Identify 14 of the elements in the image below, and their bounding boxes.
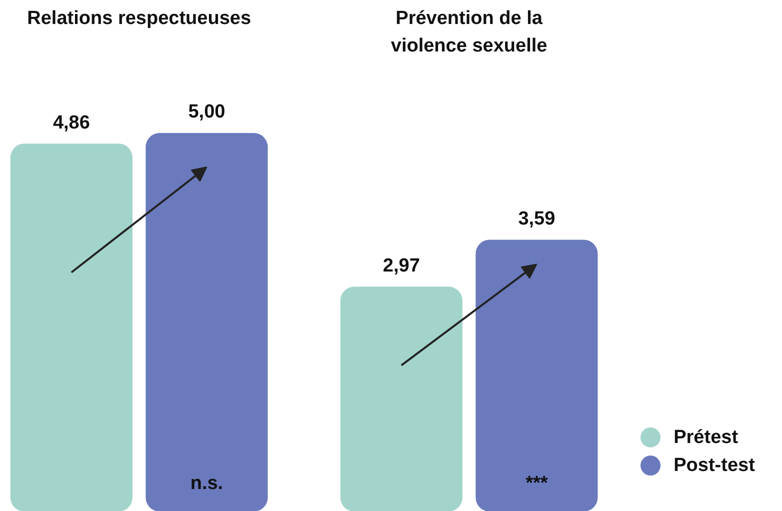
x-tick-label: Prévention de la violence sexuelle [390, 8, 548, 56]
legend-label: Prétest [674, 426, 739, 448]
data-label: 5,00 [188, 102, 226, 123]
bar [476, 240, 598, 511]
data-label: 2,97 [382, 255, 420, 276]
data-label: 4,86 [52, 112, 90, 134]
data-label: 3,59 [518, 208, 556, 230]
bar [340, 286, 462, 511]
x-tick-label: Relations respectueuses [27, 8, 252, 30]
annotation: *** [526, 472, 548, 494]
annotation: n.s. [190, 472, 224, 494]
legend-label: Post-test [674, 455, 756, 476]
bar [146, 132, 268, 511]
bar [10, 144, 132, 511]
